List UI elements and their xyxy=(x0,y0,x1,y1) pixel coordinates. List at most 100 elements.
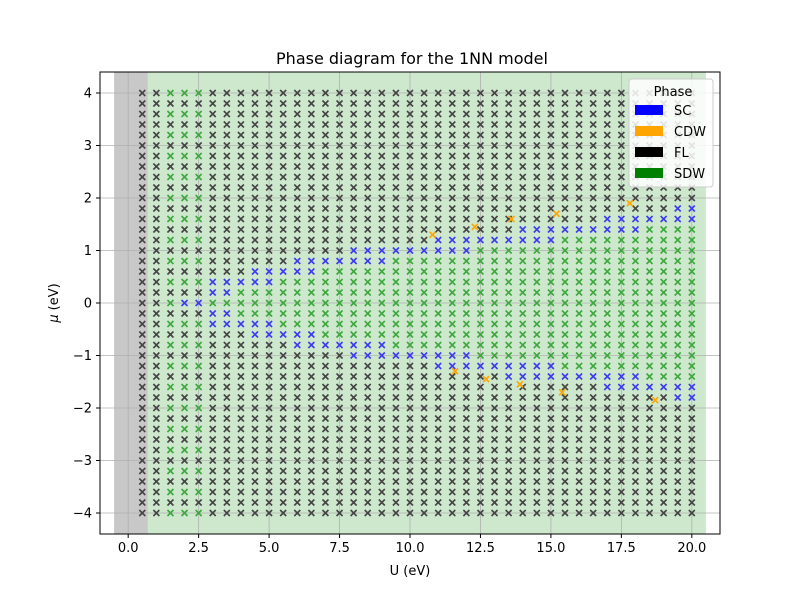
marker-sdw xyxy=(462,309,470,318)
marker-fl xyxy=(378,204,386,213)
marker-sdw xyxy=(434,330,442,339)
marker-stroke xyxy=(209,299,217,307)
marker-stroke xyxy=(180,456,189,465)
marker-stroke xyxy=(307,204,315,213)
marker-sdw xyxy=(293,288,301,297)
marker-stroke xyxy=(307,152,315,160)
marker-fl xyxy=(406,152,414,160)
marker-stroke xyxy=(420,393,428,402)
marker-sdw xyxy=(364,320,372,328)
marker-fl xyxy=(406,141,414,150)
marker-sdw xyxy=(448,288,456,297)
marker-fl xyxy=(321,194,330,202)
marker-fl xyxy=(420,414,428,423)
marker-stroke xyxy=(209,204,217,213)
marker-sdw xyxy=(180,467,189,475)
marker-stroke xyxy=(321,320,330,328)
marker-stroke xyxy=(335,488,344,496)
marker-stroke xyxy=(180,246,189,255)
marker-fl xyxy=(490,435,499,444)
marker-sdw xyxy=(166,257,175,265)
marker-stroke xyxy=(476,152,485,160)
marker-stroke xyxy=(209,309,217,318)
marker-stroke xyxy=(307,120,315,129)
marker-fl xyxy=(166,330,175,339)
marker-sdw xyxy=(195,131,203,139)
marker-stroke xyxy=(406,225,414,234)
marker-fl xyxy=(279,477,287,486)
marker-stroke xyxy=(392,477,400,486)
marker-stroke xyxy=(335,110,344,118)
marker-stroke xyxy=(378,215,386,223)
marker-fl xyxy=(265,372,273,381)
marker-sc xyxy=(251,267,259,276)
marker-fl xyxy=(293,162,301,171)
marker-stroke xyxy=(406,278,414,286)
marker-stroke xyxy=(490,435,499,444)
marker-stroke xyxy=(251,446,259,454)
marker-stroke xyxy=(420,215,428,223)
marker-fl xyxy=(476,372,485,381)
marker-fl xyxy=(490,393,499,402)
marker-stroke xyxy=(265,110,273,118)
marker-stroke xyxy=(490,162,499,171)
marker-fl xyxy=(138,278,146,286)
marker-fl xyxy=(237,141,245,150)
marker-fl xyxy=(448,120,456,129)
marker-stroke xyxy=(434,446,442,454)
marker-fl xyxy=(223,351,231,360)
marker-sc xyxy=(420,351,428,360)
marker-stroke xyxy=(209,236,217,244)
marker-stroke xyxy=(321,341,330,349)
marker-stroke xyxy=(152,89,160,97)
marker-stroke xyxy=(209,173,217,181)
marker-stroke xyxy=(195,288,203,297)
marker-fl xyxy=(476,204,485,213)
marker-fl xyxy=(448,110,456,118)
marker-fl xyxy=(434,131,442,139)
marker-stroke xyxy=(490,372,499,381)
marker-stroke xyxy=(448,131,456,139)
marker-fl xyxy=(152,194,160,202)
marker-stroke xyxy=(307,425,315,433)
marker-stroke xyxy=(307,477,315,486)
marker-stroke xyxy=(279,99,287,108)
marker-stroke xyxy=(434,498,442,507)
marker-fl xyxy=(209,215,217,223)
marker-stroke xyxy=(293,89,301,97)
marker-stroke xyxy=(279,351,287,360)
marker-stroke xyxy=(195,99,203,108)
marker-stroke xyxy=(321,467,330,475)
marker-fl xyxy=(490,99,499,108)
marker-stroke xyxy=(462,509,470,517)
marker-fl xyxy=(307,215,315,223)
marker-sdw xyxy=(434,320,442,328)
marker-stroke xyxy=(138,488,146,496)
marker-fl xyxy=(364,414,372,423)
marker-stroke xyxy=(209,246,217,255)
marker-stroke xyxy=(434,110,442,118)
marker-fl xyxy=(364,120,372,129)
marker-fl xyxy=(364,183,372,192)
marker-stroke xyxy=(251,99,259,108)
marker-fl xyxy=(180,183,189,192)
marker-stroke xyxy=(293,467,301,475)
marker-stroke xyxy=(392,393,400,402)
marker-fl xyxy=(223,204,231,213)
marker-sdw xyxy=(180,362,189,370)
marker-stroke xyxy=(364,288,372,297)
marker-stroke xyxy=(180,414,189,423)
marker-stroke xyxy=(251,299,259,307)
marker-fl xyxy=(406,383,414,391)
marker-stroke xyxy=(392,372,400,381)
marker-stroke xyxy=(490,456,499,465)
marker-stroke xyxy=(166,414,175,423)
marker-stroke xyxy=(293,162,301,171)
marker-fl xyxy=(223,183,231,192)
marker-fl xyxy=(392,89,400,97)
marker-sdw xyxy=(335,330,344,339)
marker-fl xyxy=(237,89,245,97)
marker-fl xyxy=(350,215,358,223)
marker-fl xyxy=(152,152,160,160)
marker-stroke xyxy=(293,372,301,381)
